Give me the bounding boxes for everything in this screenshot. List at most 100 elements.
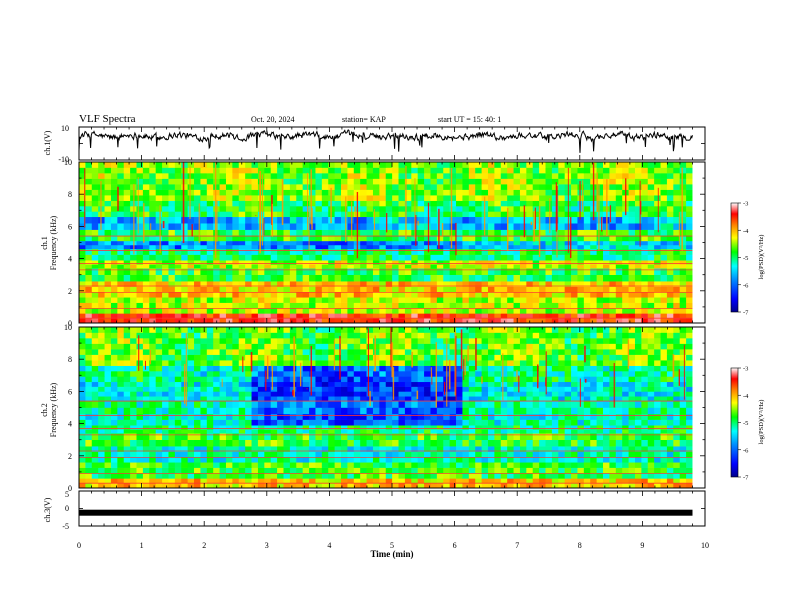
spectrogram-cell bbox=[456, 302, 463, 309]
spectrogram-cell bbox=[494, 260, 502, 265]
spectrogram-cell bbox=[360, 211, 367, 218]
spectrogram-cell bbox=[507, 407, 514, 415]
spectrogram-cell bbox=[519, 456, 527, 463]
spectrogram-cell bbox=[251, 244, 259, 250]
spectrogram-cell bbox=[181, 472, 189, 479]
spectrogram-cell bbox=[341, 433, 348, 440]
spectrogram-cell bbox=[481, 467, 489, 474]
spectrogram-cell bbox=[424, 264, 431, 269]
spectrogram-cell bbox=[392, 206, 399, 212]
spectrogram-cell bbox=[168, 178, 176, 185]
spectrogram-cell bbox=[328, 413, 336, 420]
spectrogram-cell bbox=[334, 200, 342, 207]
spectrogram-cell bbox=[487, 206, 495, 212]
spectrogram-cell bbox=[583, 446, 591, 452]
spectrogram-cell bbox=[609, 240, 617, 246]
spectrogram-cell bbox=[200, 189, 208, 196]
spectrogram-cell bbox=[436, 456, 444, 463]
spectrogram-cell bbox=[194, 425, 201, 430]
spectrogram-cell bbox=[385, 313, 393, 319]
spectrogram-cell bbox=[149, 189, 157, 196]
spectrogram-cell bbox=[443, 472, 451, 479]
spectrogram-cell bbox=[660, 478, 668, 484]
spectrogram-cell bbox=[615, 456, 623, 463]
spectrogram-cell bbox=[532, 260, 540, 265]
spectrogram-cell bbox=[443, 291, 451, 298]
spectrogram-cell bbox=[296, 307, 304, 314]
spectrogram-cell bbox=[277, 386, 284, 392]
spectrogram-cell bbox=[142, 281, 150, 287]
spectrogram-cell bbox=[142, 467, 150, 474]
spectrogram-cell bbox=[590, 433, 598, 440]
spectrogram-cell bbox=[392, 456, 399, 463]
spectrogram-cell bbox=[417, 483, 425, 489]
spectrogram-cell bbox=[257, 297, 265, 303]
spectrogram-cell bbox=[571, 216, 578, 224]
spectrogram-cell bbox=[162, 302, 169, 309]
spectrogram-cell bbox=[481, 254, 489, 261]
spectrogram-cell bbox=[104, 425, 112, 430]
spectrogram-cell bbox=[168, 462, 176, 468]
spectrogram-cell bbox=[321, 313, 329, 319]
spectrogram-cell bbox=[449, 248, 457, 255]
spectrogram-cell bbox=[513, 419, 521, 426]
spectrogram-cell bbox=[123, 396, 131, 402]
spectrogram-cell bbox=[481, 478, 489, 484]
spectrogram-cell bbox=[334, 401, 342, 408]
spectrogram-cell bbox=[264, 318, 272, 324]
spectrogram-cell bbox=[526, 407, 534, 415]
spectrogram-cell bbox=[449, 478, 457, 484]
spectrogram-cell bbox=[206, 462, 214, 468]
spectrogram-cell bbox=[270, 178, 278, 185]
spectrogram-cell bbox=[187, 240, 195, 246]
spectrogram-cell bbox=[270, 260, 278, 265]
spectrogram-cell bbox=[142, 223, 150, 230]
spectrogram-cell bbox=[462, 472, 470, 479]
spectrogram-cell bbox=[372, 297, 380, 303]
spectrogram-cell bbox=[596, 184, 604, 190]
spectrogram-cell bbox=[513, 446, 521, 452]
spectrogram-cell bbox=[628, 200, 636, 207]
spectrogram-cell bbox=[487, 413, 495, 420]
spectrogram-cell bbox=[245, 297, 252, 303]
spectrogram-cell bbox=[232, 173, 240, 179]
spectrogram-cell bbox=[558, 274, 566, 282]
spectrogram-cell bbox=[98, 456, 105, 463]
spectrogram-cell bbox=[430, 240, 438, 246]
spectrogram-cell bbox=[123, 240, 131, 246]
spectrogram-cell bbox=[174, 286, 182, 293]
spectrogram-cell bbox=[341, 439, 348, 447]
spectrogram-cell bbox=[417, 268, 425, 275]
spectrogram-cell bbox=[436, 216, 444, 224]
spectrogram-cell bbox=[79, 216, 86, 224]
spectrogram-cell bbox=[270, 167, 278, 174]
spectrogram-cell bbox=[596, 307, 604, 314]
spectrogram-cell bbox=[590, 297, 598, 303]
spectrogram-cell bbox=[404, 162, 412, 168]
spectrogram-cell bbox=[110, 425, 118, 430]
spectrogram-cell bbox=[219, 472, 227, 479]
spectrogram-cell bbox=[200, 200, 208, 207]
spectrogram-cell bbox=[257, 268, 265, 275]
spectrogram-cell bbox=[392, 281, 399, 287]
spectrogram-cell bbox=[660, 235, 668, 242]
spectrogram-cell bbox=[302, 248, 310, 255]
spectrogram-cell bbox=[117, 235, 125, 242]
spectrogram-cell bbox=[162, 467, 169, 474]
spectrogram-cell bbox=[232, 419, 240, 426]
spectrogram-cell bbox=[79, 200, 86, 207]
spectrogram-cell bbox=[187, 472, 195, 479]
spectrogram-cell bbox=[168, 386, 176, 392]
spectrogram-cell bbox=[309, 229, 316, 236]
spectrogram-cell bbox=[347, 391, 355, 397]
spectrogram-cell bbox=[232, 396, 240, 402]
spectrogram-cell bbox=[641, 462, 649, 468]
spectrogram-cell bbox=[296, 260, 304, 265]
spectrogram-cell bbox=[315, 439, 323, 447]
spectrogram-cell bbox=[641, 195, 649, 201]
spectrogram-cell bbox=[411, 413, 419, 420]
spectrogram-cell bbox=[168, 235, 176, 242]
spectrogram-cell bbox=[372, 268, 380, 275]
spectrogram-cell bbox=[647, 318, 655, 324]
spectrogram-cell bbox=[583, 281, 591, 287]
